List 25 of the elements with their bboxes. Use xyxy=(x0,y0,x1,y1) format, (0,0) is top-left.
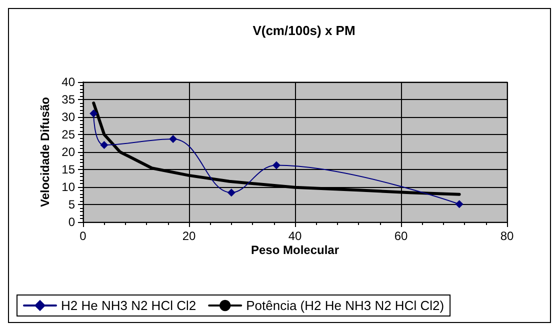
point xyxy=(272,161,280,170)
point xyxy=(227,188,236,197)
y-tick-label: 30 xyxy=(62,110,76,124)
y-tick-label: 35 xyxy=(62,92,76,106)
y-tick-label: 5 xyxy=(68,198,76,212)
y-tick-label: 20 xyxy=(62,145,76,159)
x-tick-label: 20 xyxy=(182,229,196,243)
chart-title: V(cm/100s) x PM xyxy=(252,23,356,38)
legend-label: H2 He NH3 N2 HCl Cl2 xyxy=(61,298,196,313)
point xyxy=(455,200,464,208)
x-tick-label: 60 xyxy=(394,229,408,243)
y-tick-label: 0 xyxy=(68,215,76,229)
point xyxy=(90,110,98,118)
x-tick-label: 0 xyxy=(80,229,87,243)
x-axis-title: Peso Molecular xyxy=(250,243,340,257)
point xyxy=(100,141,108,149)
y-tick-label: 15 xyxy=(62,162,76,176)
x-tick-label: 80 xyxy=(500,229,514,243)
legend-label: Potência (H2 He NH3 N2 HCl Cl2) xyxy=(246,298,444,313)
y-tick-label: 40 xyxy=(62,75,76,89)
y-tick-label: 10 xyxy=(62,180,76,194)
y-axis-title: Velocidade Difusão xyxy=(38,96,52,208)
x-tick-label: 40 xyxy=(288,229,302,243)
y-tick-label: 25 xyxy=(62,128,76,142)
point xyxy=(169,135,178,144)
